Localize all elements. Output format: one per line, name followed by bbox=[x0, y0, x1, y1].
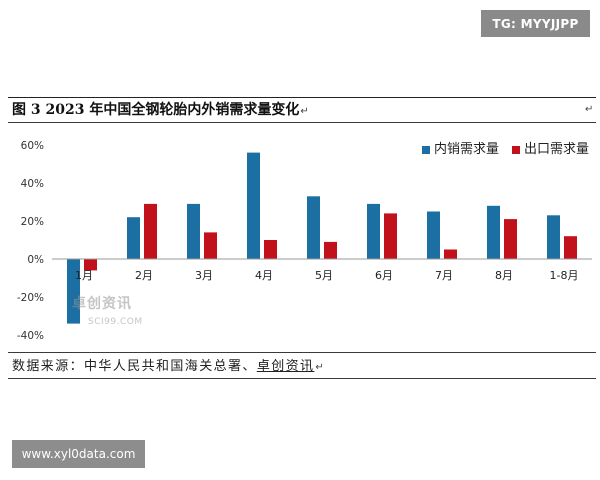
export-demand-bar bbox=[144, 203, 157, 259]
y-tick-label: 40% bbox=[21, 178, 44, 190]
x-tick-label: 1月 bbox=[75, 269, 93, 282]
x-tick-label: 5月 bbox=[315, 269, 333, 282]
watermark-website-badge: www.xyl0data.com bbox=[12, 440, 145, 468]
export-demand-bar bbox=[264, 240, 277, 259]
y-tick-label: 0% bbox=[27, 254, 44, 266]
x-tick-label: 3月 bbox=[195, 269, 213, 282]
domestic-demand-bar bbox=[187, 203, 200, 259]
caption-bottom-rule bbox=[8, 122, 596, 123]
figure-caption-text: 图 3 2023 年中国全钢轮胎内外销需求量变化 bbox=[12, 102, 300, 118]
legend-label-export-demand: 出口需求量 bbox=[524, 142, 590, 157]
legend-swatch-export-demand bbox=[512, 146, 520, 154]
export-demand-bar bbox=[504, 219, 517, 259]
legend-swatch-domestic-demand bbox=[422, 146, 430, 154]
domestic-demand-bar bbox=[547, 215, 560, 259]
watermark-telegram-badge: TG: MYYJJPP bbox=[481, 10, 590, 37]
domestic-demand-bar bbox=[247, 152, 260, 259]
y-tick-label: 60% bbox=[21, 140, 44, 152]
export-demand-bar bbox=[384, 213, 397, 259]
data-source-link[interactable]: 卓创资讯 bbox=[256, 359, 315, 374]
domestic-demand-bar bbox=[67, 259, 80, 324]
export-demand-bar bbox=[84, 259, 97, 271]
x-tick-label: 7月 bbox=[435, 269, 453, 282]
domestic-demand-bar bbox=[127, 217, 140, 259]
data-source-note: 数据来源：中华人民共和国海关总署、卓创资讯↵ bbox=[12, 358, 325, 377]
y-tick-label: -20% bbox=[17, 292, 44, 304]
cell-end-mark-icon: ↵ bbox=[585, 104, 594, 115]
export-demand-bar bbox=[444, 249, 457, 259]
paragraph-mark-icon: ↵ bbox=[300, 106, 309, 117]
paragraph-mark-icon: ↵ bbox=[315, 362, 326, 373]
domestic-demand-bar bbox=[367, 203, 380, 259]
export-demand-bar bbox=[564, 236, 577, 259]
legend-item-domestic-demand: 内销需求量 bbox=[422, 142, 499, 158]
x-tick-label: 8月 bbox=[495, 269, 513, 282]
data-source-prefix: 数据来源：中华人民共和国海关总署、 bbox=[12, 359, 257, 374]
domestic-demand-bar bbox=[487, 205, 500, 259]
x-tick-label: 6月 bbox=[375, 269, 393, 282]
domestic-demand-bar bbox=[307, 196, 320, 259]
figure-top-rule bbox=[8, 97, 596, 98]
domestic-demand-bar bbox=[427, 211, 440, 259]
export-demand-bar bbox=[324, 241, 337, 259]
source-bottom-rule bbox=[8, 378, 596, 379]
x-tick-label: 2月 bbox=[135, 269, 153, 282]
y-tick-label: -40% bbox=[17, 330, 44, 342]
x-tick-label: 1-8月 bbox=[550, 269, 579, 282]
bar-chart: 60% 40% 20% 0% -20% -40% 1月 2月 3月 4月 5月 6月 7月 8月 1-8月 bbox=[17, 140, 592, 342]
source-top-rule bbox=[8, 352, 596, 353]
figure-caption: 图 3 2023 年中国全钢轮胎内外销需求量变化↵ bbox=[12, 101, 309, 121]
x-tick-label: 4月 bbox=[255, 269, 273, 282]
export-demand-bar bbox=[204, 232, 217, 259]
legend-label-domestic-demand: 内销需求量 bbox=[434, 142, 500, 157]
y-tick-label: 20% bbox=[21, 216, 44, 228]
legend-item-export-demand: 出口需求量 bbox=[512, 142, 589, 158]
